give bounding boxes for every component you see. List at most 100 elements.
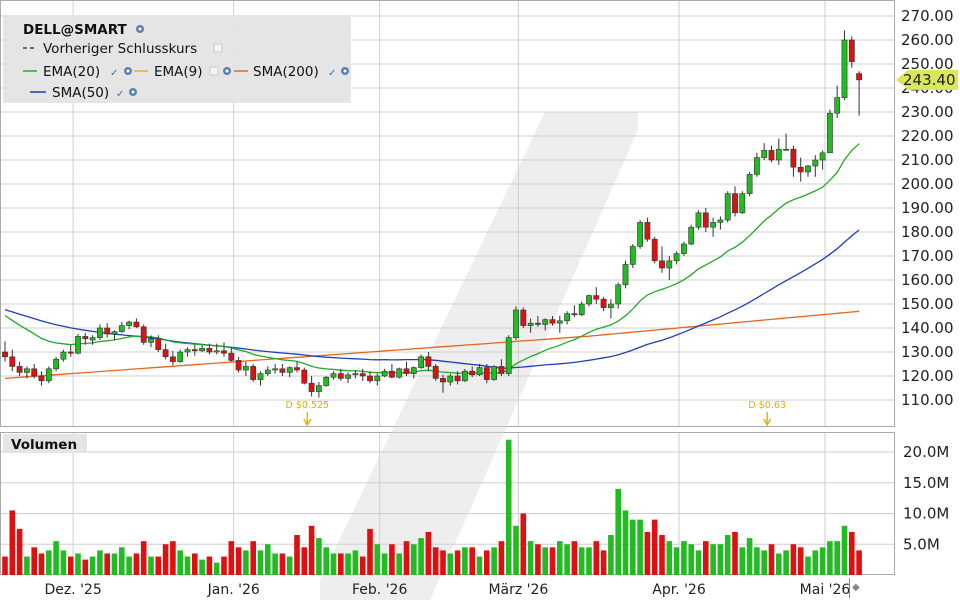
candle <box>710 217 716 237</box>
volume-axis-ticks: 5.0M 10.0M 15.0M 20.0M <box>903 443 949 553</box>
sma50-check-icon[interactable]: ✓ <box>116 89 124 100</box>
volume-bar <box>856 550 862 575</box>
volume-bar <box>535 544 541 575</box>
candle <box>534 316 541 327</box>
volume-bar <box>542 547 548 575</box>
volume-bar <box>600 550 607 575</box>
scroll-right-icon[interactable]: ◆ <box>852 582 860 593</box>
price-tick-label: 230.00 <box>901 103 954 121</box>
volume-bar <box>148 556 154 575</box>
volume-bar <box>505 439 512 575</box>
candle <box>746 172 753 196</box>
volume-bar <box>374 544 381 575</box>
volume-bar <box>31 547 37 575</box>
candle <box>586 294 592 307</box>
volume-bar <box>381 553 388 575</box>
volume-bar <box>454 550 461 575</box>
volume-bar <box>265 544 271 575</box>
volume-bar <box>732 531 738 575</box>
candle <box>206 343 213 355</box>
volume-bar <box>841 525 848 575</box>
date-tick-label: Feb. '26 <box>352 582 407 598</box>
candle <box>89 335 96 345</box>
candle <box>60 349 67 362</box>
volume-bar <box>53 541 59 575</box>
ema20-settings-icon[interactable] <box>124 67 132 75</box>
candle <box>498 359 505 376</box>
candle <box>374 373 381 386</box>
candle <box>615 282 622 309</box>
legend-ema9-label: EMA(9) <box>154 64 203 80</box>
volume-bar <box>681 541 687 575</box>
date-tick-label: Apr. '26 <box>652 582 706 598</box>
volume-bar <box>89 556 96 575</box>
candle <box>308 376 315 397</box>
volume-bar <box>513 525 519 575</box>
volume-bar <box>345 553 351 575</box>
candle <box>761 143 768 160</box>
volume-bar <box>578 547 585 575</box>
candle <box>644 217 651 242</box>
price-tick-label: 190.00 <box>901 199 954 217</box>
candle <box>702 208 709 232</box>
price-tick-label: 160.00 <box>901 271 954 289</box>
volume-bar <box>155 556 162 575</box>
volume-bar <box>46 550 52 575</box>
volume-bar <box>790 544 797 575</box>
candle <box>191 344 198 356</box>
candle <box>556 316 563 333</box>
candle <box>213 343 220 355</box>
volume-bar <box>812 550 819 575</box>
volume-bar <box>294 535 300 575</box>
candle <box>513 306 519 340</box>
candle <box>45 366 52 384</box>
candle <box>461 368 468 382</box>
candle <box>834 85 841 118</box>
sma200-check-icon[interactable]: ✓ <box>328 68 336 79</box>
candle <box>491 365 497 381</box>
volume-bar <box>24 556 30 575</box>
candle <box>279 364 286 376</box>
dividend-label: D $0.63 <box>748 400 786 411</box>
candle <box>345 372 351 384</box>
ema20-line <box>4 143 860 375</box>
date-axis-ticks: Dez. '25 Jan. '26 Feb. '26 März '26 Apr. '26… <box>44 582 850 598</box>
sma200-settings-icon[interactable] <box>341 67 349 75</box>
volume-bar <box>111 553 118 575</box>
volume-bar <box>571 541 578 575</box>
volume-bar <box>243 550 249 575</box>
candle <box>600 296 607 312</box>
ema9-toggle-icon[interactable] <box>209 66 219 76</box>
ema20-check-icon[interactable]: ✓ <box>110 68 118 79</box>
candle <box>155 335 162 352</box>
sma50-settings-icon[interactable] <box>129 88 137 96</box>
volume-title-background <box>3 434 87 453</box>
volume-bar <box>425 531 432 575</box>
candle <box>454 371 461 385</box>
ema9-settings-icon[interactable] <box>223 67 231 75</box>
candle <box>812 155 819 177</box>
candle <box>162 343 169 360</box>
volume-bar <box>724 535 731 575</box>
price-tick-label: 210.00 <box>901 151 954 169</box>
volume-bar <box>75 553 81 575</box>
candle <box>622 260 629 289</box>
volume-bar <box>484 550 490 575</box>
prev-close-toggle-icon[interactable] <box>213 43 223 53</box>
last-price-label: 243.40 <box>903 71 956 89</box>
candle <box>564 311 570 325</box>
candle <box>250 364 257 382</box>
candle <box>272 364 278 374</box>
price-tick-label: 180.00 <box>901 223 954 241</box>
volume-bar <box>776 553 782 575</box>
volume-bars <box>2 439 862 575</box>
date-tick-label: März '26 <box>488 582 548 598</box>
candle <box>31 364 38 379</box>
dividend-label: D $0.525 <box>286 400 330 411</box>
volume-bar <box>805 556 811 575</box>
date-tick-label: Mai '26 <box>800 582 851 598</box>
candle <box>2 341 8 362</box>
volume-bar <box>338 553 344 575</box>
symbol-settings-icon[interactable] <box>136 25 144 33</box>
price-axis-ticks: 110.00 120.00 130.00 140.00 150.00 160.00 170.… <box>901 7 954 409</box>
